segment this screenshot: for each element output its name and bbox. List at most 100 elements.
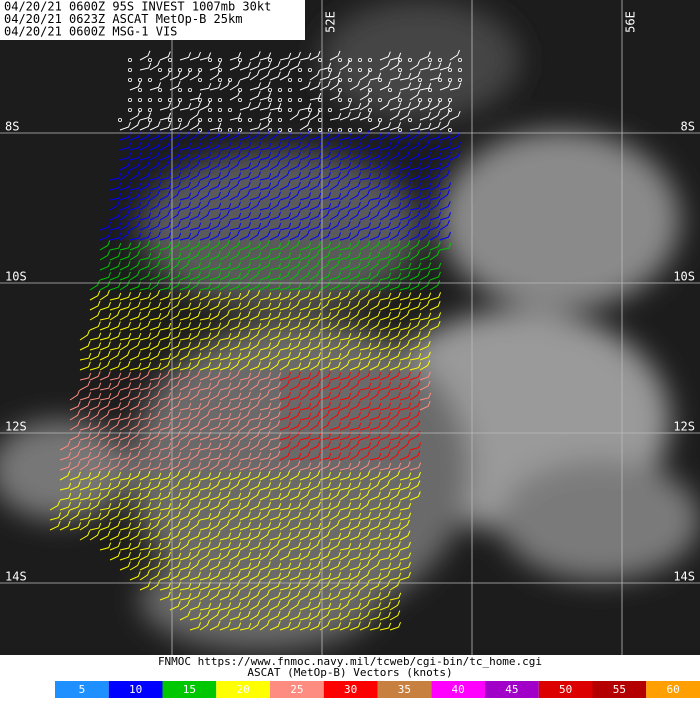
wind-barb (139, 420, 151, 431)
wind-barb (249, 379, 260, 391)
wind-barb (299, 500, 311, 511)
wind-barb (399, 301, 411, 311)
calm-marker (357, 127, 362, 132)
wind-barb (149, 231, 161, 241)
wind-barb (119, 181, 131, 191)
wind-barb (89, 421, 101, 431)
wind-barb (229, 429, 240, 441)
wind-barb (259, 402, 272, 411)
wind-barb (69, 492, 82, 501)
wind-barb (349, 331, 361, 341)
wind-barb (299, 330, 311, 341)
wind-barb (319, 620, 331, 631)
wind-barb (189, 330, 201, 341)
wind-barb (199, 550, 211, 561)
wind-barb (359, 272, 372, 281)
wind-barb (189, 571, 201, 581)
wind-barb (319, 130, 331, 141)
wind-barb (139, 502, 152, 511)
wind-barb (209, 141, 221, 151)
wind-barb (199, 141, 211, 151)
wind-barb (119, 279, 131, 291)
wind-barb (249, 462, 262, 471)
wind-barb (299, 211, 311, 221)
wind-barb (269, 402, 282, 411)
wind-barb (139, 252, 152, 261)
wind-barb (169, 372, 182, 381)
wind-barb (359, 231, 371, 241)
wind-barb (269, 411, 281, 421)
wind-barb (229, 51, 242, 61)
wind-barb (309, 249, 320, 261)
wind-barb (379, 441, 391, 451)
wind-barb (389, 321, 402, 331)
wind-barb (159, 532, 172, 541)
wind-barb (339, 542, 352, 551)
wind-barb (209, 322, 222, 331)
wind-barb (309, 580, 321, 591)
wind-barb (179, 302, 192, 311)
wind-barb (409, 292, 422, 301)
wind-barb (339, 421, 351, 431)
wind-barb (229, 321, 241, 331)
wind-barb (219, 170, 231, 181)
wind-barb (89, 500, 101, 511)
wind-barb (359, 360, 371, 371)
wind-barb (359, 402, 372, 411)
wind-barb (369, 402, 382, 411)
header-line: 04/20/21 0600Z 95S INVEST 1007mb 30kt (4, 0, 271, 14)
calm-marker (407, 118, 412, 123)
wind-barb (169, 209, 181, 221)
wind-barb (139, 432, 152, 441)
wind-barb (319, 361, 331, 371)
wind-barb (179, 201, 191, 211)
wind-barb (189, 471, 201, 481)
wind-barb (109, 302, 122, 311)
wind-barb (389, 440, 401, 451)
wind-barb (149, 561, 161, 571)
wind-barb (259, 351, 271, 361)
wind-barb (279, 260, 291, 271)
legend-swatch (431, 681, 485, 698)
wind-barb (119, 531, 131, 541)
wind-barb (219, 609, 231, 621)
wind-barb (129, 142, 142, 151)
calm-marker (447, 108, 452, 113)
wind-barb (389, 341, 401, 351)
wind-barb (169, 470, 181, 481)
wind-barb (339, 502, 352, 511)
wind-barb (389, 522, 402, 531)
wind-barb (149, 519, 161, 531)
wind-barb (189, 381, 201, 391)
wind-barb (159, 200, 171, 211)
calm-marker (227, 78, 232, 83)
wind-barb (349, 229, 360, 241)
wind-barb (189, 410, 201, 421)
wind-barb (309, 161, 321, 171)
wind-barb (289, 452, 302, 461)
wind-barb (189, 109, 200, 121)
wind-barb (119, 142, 132, 151)
wind-barb (399, 102, 412, 111)
wind-barb (389, 52, 402, 61)
calm-marker (157, 68, 162, 73)
wind-barb (109, 502, 122, 511)
wind-barb (219, 440, 231, 451)
wind-barb (289, 502, 302, 511)
wind-barb (139, 240, 151, 251)
wind-barb (179, 530, 191, 541)
wind-barb (299, 270, 311, 281)
wind-barb (299, 530, 311, 541)
wind-barb (129, 521, 142, 531)
wind-barb (399, 371, 411, 381)
wind-barb (289, 552, 302, 561)
wind-barb (329, 309, 340, 321)
wind-barb (239, 410, 251, 421)
wind-barb (249, 451, 261, 461)
wind-barb (279, 481, 291, 491)
wind-barb (109, 211, 121, 221)
wind-barb (119, 480, 131, 491)
calm-marker (297, 98, 302, 103)
wind-barb (159, 502, 172, 511)
wind-barb (379, 462, 392, 471)
